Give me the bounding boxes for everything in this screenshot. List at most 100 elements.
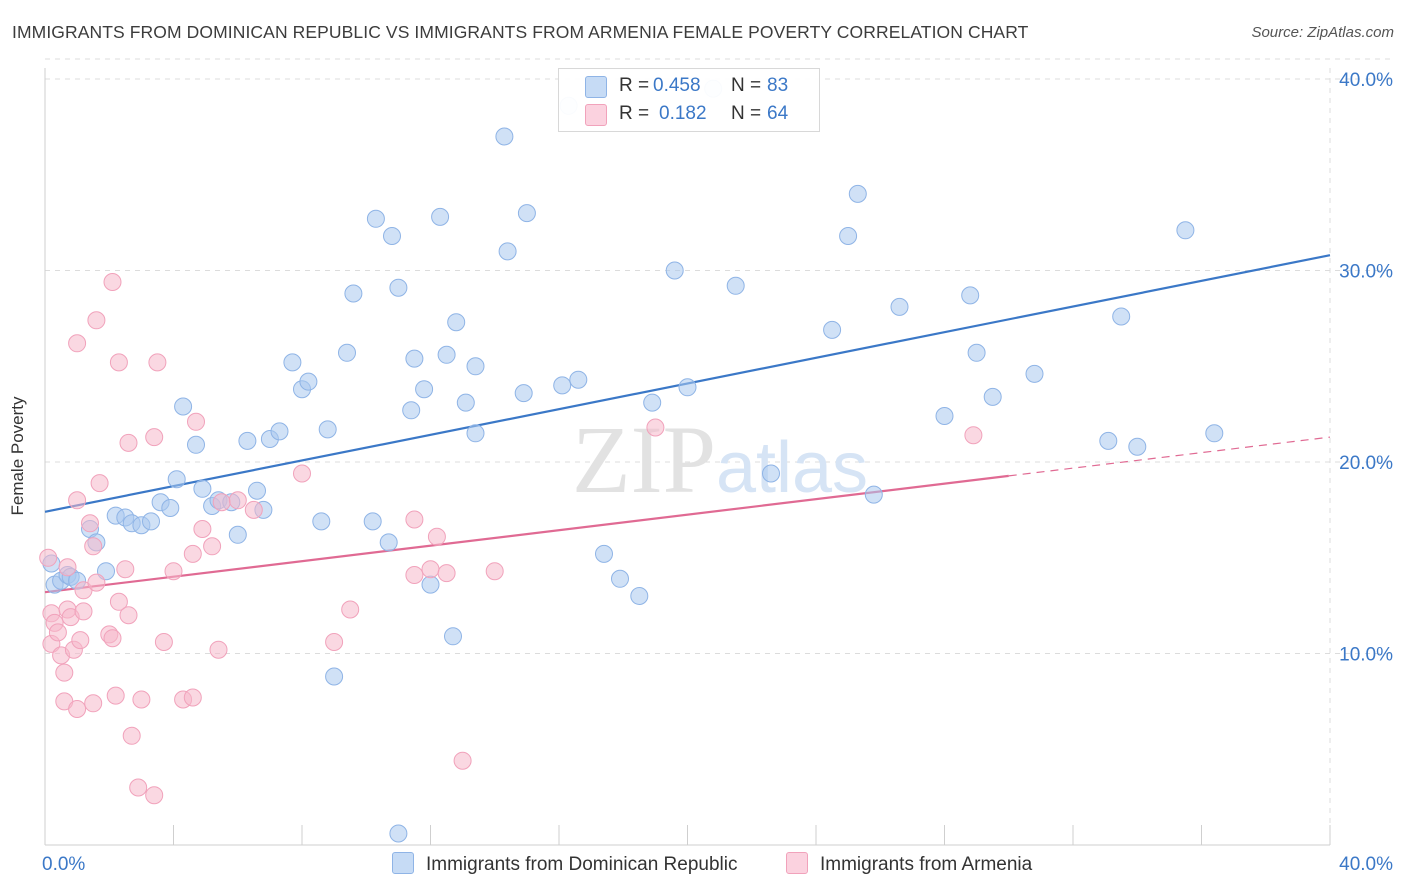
point-dominican bbox=[312, 512, 331, 531]
bottom-legend-label-blue: Immigrants from Dominican Republic bbox=[426, 854, 738, 875]
watermark: ZIPatlas bbox=[572, 406, 868, 513]
point-dominican bbox=[431, 207, 450, 226]
point-armenia bbox=[58, 558, 77, 577]
point-armenia bbox=[87, 573, 106, 592]
point-dominican bbox=[678, 378, 697, 397]
point-dominican bbox=[1205, 424, 1224, 443]
point-armenia bbox=[485, 562, 504, 581]
point-dominican bbox=[167, 470, 186, 489]
watermark-atlas: atlas bbox=[716, 428, 868, 508]
point-dominican bbox=[839, 227, 858, 245]
point-armenia bbox=[103, 273, 122, 291]
point-dominican bbox=[366, 209, 385, 228]
point-armenia bbox=[129, 778, 148, 797]
point-dominican bbox=[389, 824, 408, 843]
point-dominican bbox=[1025, 364, 1044, 383]
point-armenia bbox=[71, 631, 90, 650]
legend-r-label: R = bbox=[619, 75, 650, 96]
point-dominican bbox=[383, 227, 401, 245]
point-armenia bbox=[90, 474, 109, 493]
point-dominican bbox=[1128, 437, 1147, 456]
point-dominican bbox=[935, 407, 954, 425]
x-tick-label: 0.0% bbox=[42, 854, 85, 875]
point-armenia bbox=[116, 560, 135, 579]
y-tick-label: 30.0% bbox=[1339, 262, 1393, 283]
legend-n-value: 83 bbox=[767, 75, 789, 96]
point-dominican bbox=[495, 127, 514, 146]
point-dominican bbox=[270, 422, 289, 441]
point-armenia bbox=[39, 548, 58, 567]
point-armenia bbox=[427, 527, 446, 546]
point-dominican bbox=[405, 349, 424, 368]
point-armenia bbox=[341, 600, 360, 619]
point-armenia bbox=[183, 688, 202, 707]
point-dominican bbox=[299, 372, 318, 391]
point-dominican bbox=[967, 343, 986, 362]
point-armenia bbox=[421, 560, 440, 579]
y-tick-label: 40.0% bbox=[1339, 70, 1393, 91]
point-dominican bbox=[514, 384, 533, 403]
point-dominican bbox=[325, 667, 344, 686]
point-dominican bbox=[193, 479, 212, 498]
y-tick-label: 10.0% bbox=[1339, 645, 1393, 666]
point-armenia bbox=[405, 510, 424, 529]
point-armenia bbox=[103, 629, 122, 648]
point-armenia bbox=[203, 537, 222, 556]
point-armenia bbox=[68, 700, 87, 718]
legend-n-label: N = bbox=[731, 103, 762, 124]
point-dominican bbox=[415, 380, 434, 399]
point-dominican bbox=[379, 533, 398, 552]
point-dominican bbox=[248, 481, 266, 500]
point-dominican bbox=[363, 512, 382, 531]
point-dominican bbox=[553, 376, 572, 395]
point-armenia bbox=[964, 426, 983, 445]
point-dominican bbox=[1099, 431, 1118, 450]
point-armenia bbox=[293, 464, 311, 483]
point-dominican bbox=[444, 627, 462, 646]
point-armenia bbox=[55, 663, 74, 682]
point-dominican bbox=[456, 393, 475, 412]
grid-lines bbox=[45, 58, 1390, 845]
point-armenia bbox=[145, 428, 164, 447]
point-dominican bbox=[174, 397, 193, 416]
point-armenia bbox=[164, 562, 183, 581]
point-armenia bbox=[68, 491, 87, 510]
point-dominican bbox=[187, 435, 205, 454]
legend-n-value: 64 bbox=[767, 103, 789, 124]
point-dominican bbox=[466, 357, 485, 376]
point-dominican bbox=[283, 353, 302, 372]
axes bbox=[44, 68, 1331, 846]
point-dominican bbox=[437, 345, 456, 364]
point-dominican bbox=[595, 544, 613, 563]
point-armenia bbox=[132, 690, 151, 709]
watermark-zip: ZIP bbox=[572, 406, 716, 513]
chart-title: IMMIGRANTS FROM DOMINICAN REPUBLIC VS IM… bbox=[12, 22, 1029, 42]
point-dominican bbox=[630, 587, 649, 605]
point-dominican bbox=[238, 431, 257, 450]
point-dominican bbox=[983, 387, 1002, 406]
point-dominican bbox=[338, 343, 356, 362]
point-dominican bbox=[569, 370, 588, 389]
point-dominican bbox=[665, 261, 684, 280]
point-armenia bbox=[453, 751, 472, 770]
point-armenia bbox=[68, 334, 87, 353]
bottom-legend-swatch-blue bbox=[392, 852, 414, 874]
point-armenia bbox=[145, 786, 164, 805]
point-dominican bbox=[402, 401, 421, 420]
bottom-legend-label-pink: Immigrants from Armenia bbox=[820, 854, 1033, 875]
bottom-legend-armenia: Immigrants from Armenia bbox=[786, 852, 1032, 876]
point-armenia bbox=[74, 602, 93, 621]
point-armenia bbox=[109, 592, 128, 611]
point-armenia bbox=[84, 537, 103, 556]
point-armenia bbox=[154, 633, 173, 651]
point-dominican bbox=[726, 276, 745, 295]
point-armenia bbox=[48, 623, 67, 642]
point-armenia bbox=[106, 686, 125, 705]
trend-line-armenia-dashed bbox=[1008, 436, 1331, 477]
point-dominican bbox=[823, 320, 842, 339]
point-dominican bbox=[517, 204, 536, 223]
y-axis-label: Female Poverty bbox=[8, 396, 27, 516]
legend-swatch-pink bbox=[585, 104, 607, 126]
point-dominican bbox=[344, 284, 363, 303]
